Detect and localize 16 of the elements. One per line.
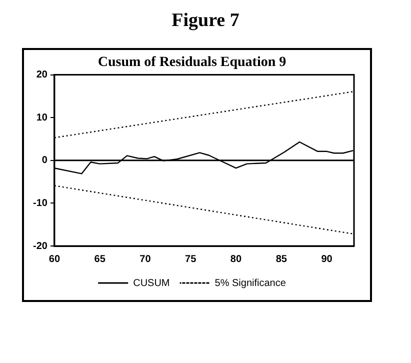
legend-label: CUSUM (133, 278, 170, 289)
y-tick-label: -20 (33, 240, 48, 252)
y-tick-label: -10 (33, 198, 48, 209)
y-tick-label: 10 (36, 112, 48, 124)
x-tick-label: 90 (321, 254, 333, 265)
x-tick-label: 80 (230, 254, 242, 265)
y-tick-label: 20 (36, 70, 48, 81)
x-tick-label: 75 (185, 254, 197, 265)
y-tick-label: 0 (42, 155, 48, 166)
legend-label: 5% Significance (214, 278, 286, 289)
chart-title: Figure 7 (170, 10, 240, 32)
x-tick-label: 85 (276, 254, 288, 265)
x-tick-label: 60 (48, 254, 60, 265)
x-tick-label: 65 (94, 254, 106, 265)
chart-subtitle: Cusum of Residuals Equation 9 (98, 55, 286, 70)
x-tick-label: 70 (140, 254, 152, 265)
